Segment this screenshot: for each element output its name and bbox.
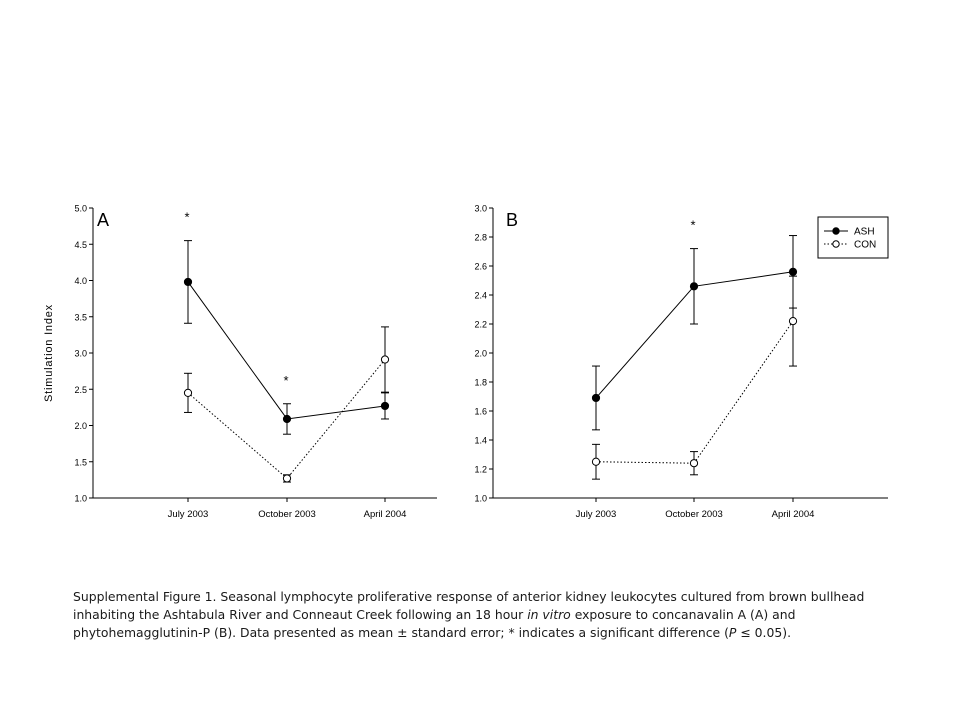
data-point	[591, 393, 601, 403]
panel-label: A	[97, 210, 109, 230]
x-tick-label: October 2003	[665, 509, 723, 520]
y-axis-label: Stimulation Index	[43, 304, 55, 402]
x-tick-label: July 2003	[576, 509, 617, 520]
legend-label-con: CON	[854, 240, 876, 251]
y-tick-label: 2.2	[474, 320, 487, 330]
caption-text: Supplemental Figure 1. Seasonal lymphocy…	[73, 589, 865, 622]
data-point	[689, 282, 699, 291]
caption-italic-p: P	[728, 625, 737, 640]
series-ash	[591, 235, 798, 431]
legend-marker	[832, 227, 840, 235]
series-line	[595, 320, 794, 464]
legend-label-ash: ASH	[854, 227, 875, 238]
y-tick-label: 3.0	[474, 204, 487, 214]
y-tick-label: 5.0	[74, 204, 87, 214]
data-point	[380, 401, 390, 411]
y-tick-label: 4.5	[74, 240, 87, 250]
y-tick-label: 1.6	[474, 407, 487, 417]
y-tick-label: 3.0	[74, 349, 87, 359]
significance-marker: *	[690, 218, 695, 233]
series-con	[591, 275, 798, 480]
data-point	[788, 317, 798, 326]
caption-italic-in-vitro: in vitro	[527, 607, 571, 622]
y-tick-label: 2.4	[474, 291, 487, 301]
y-tick-label: 1.0	[474, 494, 487, 504]
y-tick-label: 1.0	[74, 494, 87, 504]
y-tick-label: 2.5	[74, 385, 87, 395]
x-tick-label: April 2004	[364, 509, 407, 520]
data-point	[183, 388, 193, 397]
figure-caption: Supplemental Figure 1. Seasonal lymphocy…	[73, 588, 893, 642]
series-line	[187, 281, 386, 420]
legend-box	[817, 216, 889, 259]
chart-panel-b: 1.0 1.2 1.4 1.6 1.8 2.0 2.2 2.4 2.6 2.8 3.0 July 20…	[474, 204, 889, 520]
data-point	[788, 267, 798, 276]
significance-marker: *	[184, 210, 189, 225]
y-tick-label: 1.5	[74, 457, 87, 467]
y-tick-label: 2.0	[74, 421, 87, 431]
legend: ASH CON	[817, 216, 889, 259]
x-tick-label: April 2004	[772, 509, 815, 520]
data-point	[183, 277, 193, 287]
significance-marker: *	[283, 373, 288, 388]
data-point	[591, 457, 601, 466]
y-tick-label: 1.2	[474, 465, 487, 475]
chart-panel-a: 1.0 1.5 2.0 2.5 3.0 3.5 4.0 4.5 5.0 July 2003 Octo…	[43, 204, 437, 520]
y-tick-label: 1.4	[474, 436, 487, 446]
caption-text-end: ≤ 0.05).	[736, 625, 792, 640]
y-tick-label: 2.6	[474, 262, 487, 272]
y-tick-label: 4.0	[74, 276, 87, 286]
y-tick-label: 2.0	[474, 349, 487, 359]
y-tick-label: 3.5	[74, 312, 87, 322]
x-tick-label: October 2003	[258, 509, 316, 520]
data-point	[380, 355, 390, 364]
figure: 1.0 1.5 2.0 2.5 3.0 3.5 4.0 4.5 5.0 July 2003 Octo…	[43, 204, 889, 520]
data-point	[282, 414, 292, 424]
y-tick-label: 1.8	[474, 378, 487, 388]
series-ash	[183, 240, 390, 435]
series-con	[183, 326, 390, 483]
x-tick-label: July 2003	[168, 509, 209, 520]
caption-text-mid: exposure to concanavalin A (A) and phyto…	[73, 607, 796, 640]
data-point	[282, 474, 292, 483]
legend-marker	[832, 240, 840, 248]
y-tick-label: 2.8	[474, 233, 487, 243]
data-point	[689, 459, 699, 468]
panel-label: B	[506, 210, 518, 230]
